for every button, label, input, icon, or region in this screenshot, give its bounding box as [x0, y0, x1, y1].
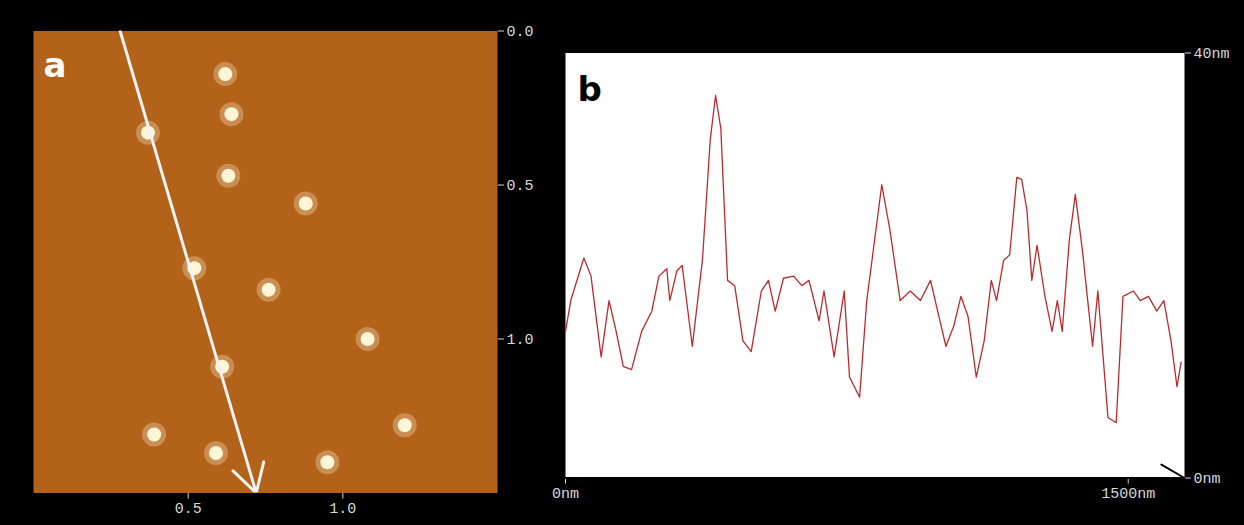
svg-text:1.0: 1.0 — [329, 501, 356, 518]
svg-text:0.5: 0.5 — [175, 501, 202, 518]
svg-text:1500nm: 1500nm — [1101, 486, 1155, 503]
svg-text:0.5: 0.5 — [507, 178, 534, 195]
svg-text:1.0: 1.0 — [507, 332, 534, 349]
svg-text:b: b — [578, 69, 602, 109]
svg-text:40nm: 40nm — [1194, 46, 1230, 63]
svg-text:0nm: 0nm — [1194, 471, 1221, 488]
svg-text:a: a — [44, 45, 67, 85]
svg-text:0nm: 0nm — [552, 486, 579, 503]
svg-text:0.0: 0.0 — [507, 24, 534, 41]
